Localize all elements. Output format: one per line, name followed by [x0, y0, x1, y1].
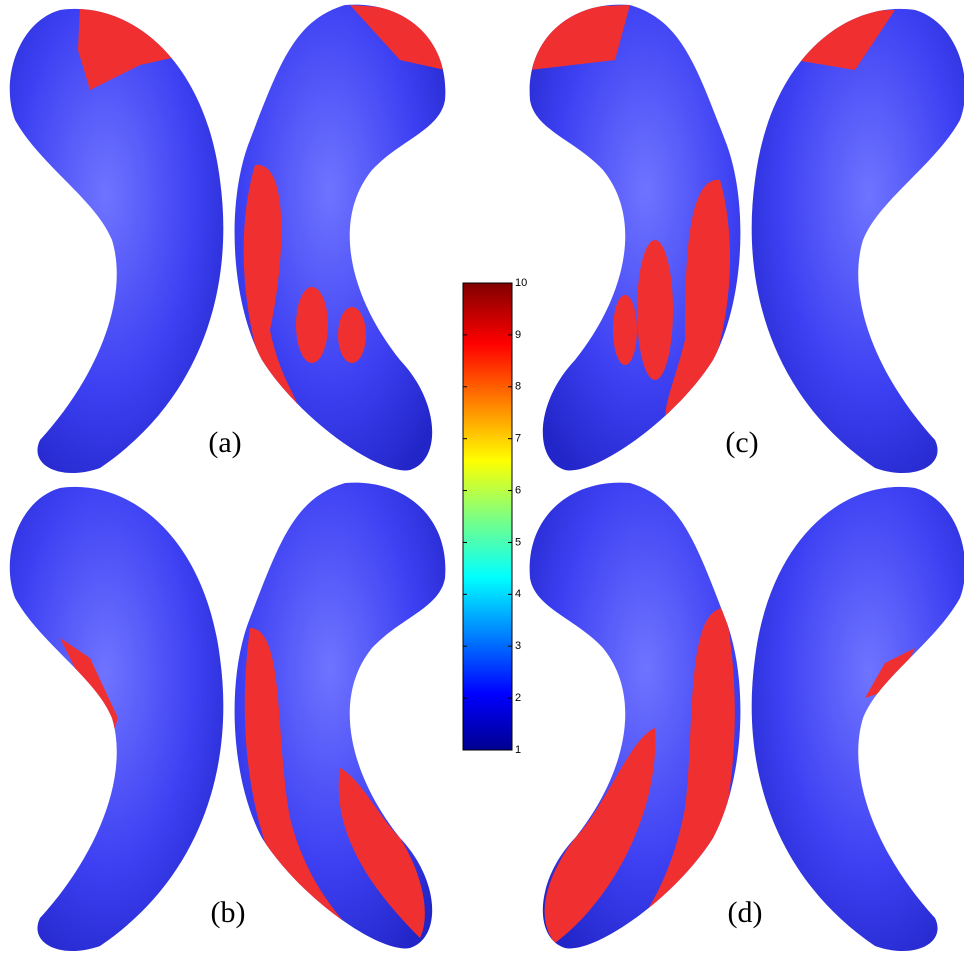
panel-label: (d)	[728, 896, 763, 929]
panel-b	[9, 482, 446, 952]
tick-label: 5	[515, 536, 521, 548]
colorbar-ticks: 1 2 3 4 5 6 7 8 9 10	[463, 277, 527, 756]
panel-d	[529, 482, 964, 952]
tick-label: 3	[515, 640, 521, 652]
panel-label: (a)	[208, 426, 241, 459]
tick-label: 1	[515, 744, 521, 756]
panel-label: (c)	[725, 426, 758, 459]
tick-label: 2	[515, 692, 521, 704]
tick-label: 6	[515, 484, 521, 496]
tick-label: 9	[515, 329, 521, 341]
panel-c	[529, 4, 964, 474]
colorbar	[462, 282, 513, 751]
tick-label: 10	[515, 277, 527, 289]
tick-label: 8	[515, 381, 521, 393]
panel-a	[9, 4, 446, 474]
panel-label: (b)	[211, 896, 246, 929]
tick-label: 4	[515, 588, 521, 600]
tick-label: 7	[515, 433, 521, 445]
